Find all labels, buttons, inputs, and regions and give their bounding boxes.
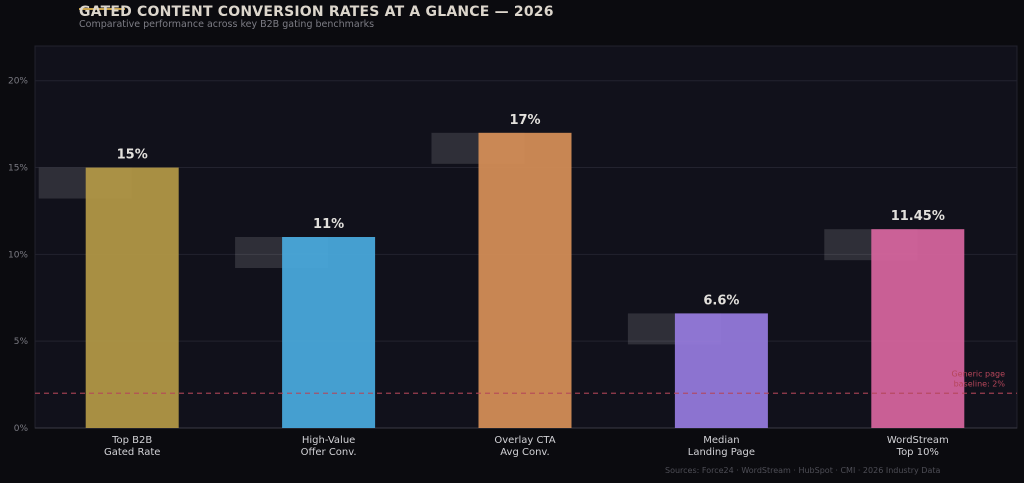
chart-subtitle: Comparative performance across key B2B g… bbox=[79, 19, 375, 30]
data-label: 6.6% bbox=[703, 293, 739, 308]
baseline-reference-label-line: baseline: 2% bbox=[954, 379, 1006, 388]
x-tick-label-line: Top 10% bbox=[896, 447, 939, 458]
x-tick-label-line: WordStream bbox=[887, 435, 949, 446]
x-tick-label-line: Overlay CTA bbox=[494, 435, 555, 446]
title-accent-line bbox=[79, 8, 125, 10]
data-label: 17% bbox=[509, 113, 540, 128]
data-label: 15% bbox=[117, 148, 148, 163]
bar bbox=[85, 167, 179, 428]
x-tick-label: High-Value Offer Conv. bbox=[301, 435, 357, 458]
x-tick-label-line: Gated Rate bbox=[104, 447, 160, 458]
y-tick-label: 10% bbox=[8, 250, 28, 260]
x-tick-label-line: Median bbox=[703, 435, 739, 446]
source-note: Sources: Force24 · WordStream · HubSpot … bbox=[665, 466, 941, 475]
bar bbox=[871, 229, 965, 428]
x-tick-label-line: Avg Conv. bbox=[500, 447, 549, 458]
bar bbox=[282, 237, 376, 428]
baseline-reference-label-line: Generic page bbox=[951, 369, 1005, 378]
data-label: 11% bbox=[313, 217, 344, 232]
x-tick-label-line: Landing Page bbox=[688, 447, 755, 458]
bar bbox=[674, 313, 768, 428]
x-tick-label: Top B2B Gated Rate bbox=[104, 435, 160, 458]
baseline-reference-label: Generic page baseline: 2% bbox=[951, 369, 1005, 388]
x-tick-label-line: Top B2B bbox=[111, 435, 152, 446]
y-tick-label: 20% bbox=[8, 77, 28, 87]
y-tick-label: 0% bbox=[14, 424, 29, 434]
y-tick-label: 5% bbox=[14, 337, 29, 347]
x-tick-label-line: High-Value bbox=[302, 435, 355, 446]
x-tick-label: Overlay CTA Avg Conv. bbox=[494, 435, 555, 458]
x-tick-label-line: Offer Conv. bbox=[301, 447, 357, 458]
bar bbox=[478, 132, 572, 428]
x-tick-label: WordStream Top 10% bbox=[887, 435, 949, 458]
y-tick-label: 15% bbox=[8, 164, 28, 174]
x-tick-label: Median Landing Page bbox=[688, 435, 755, 458]
chart-title: GATED CONTENT CONVERSION RATES AT A GLAN… bbox=[79, 4, 554, 20]
data-label: 11.45% bbox=[891, 209, 945, 224]
